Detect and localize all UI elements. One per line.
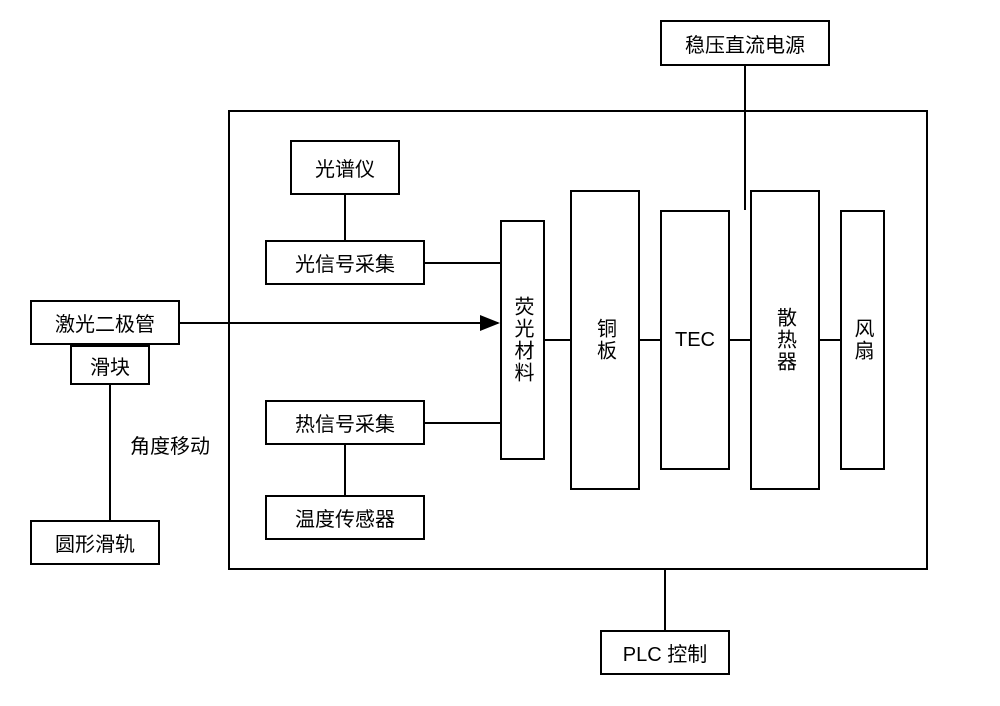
spectrometer-box: 光谱仪 bbox=[290, 140, 400, 195]
circular-rail-label: 圆形滑轨 bbox=[55, 528, 135, 557]
power-supply-label: 稳压直流电源 bbox=[685, 29, 805, 58]
fan-box: 风扇 bbox=[840, 210, 885, 470]
power-supply-box: 稳压直流电源 bbox=[660, 20, 830, 66]
slider-box: 滑块 bbox=[70, 345, 150, 385]
heat-collect-box: 热信号采集 bbox=[265, 400, 425, 445]
plc-control-label: PLC 控制 bbox=[623, 638, 707, 667]
spectrometer-label: 光谱仪 bbox=[315, 153, 375, 182]
light-collect-label: 光信号采集 bbox=[295, 248, 395, 277]
temp-sensor-box: 温度传感器 bbox=[265, 495, 425, 540]
circular-rail-box: 圆形滑轨 bbox=[30, 520, 160, 565]
angle-move-label: 角度移动 bbox=[130, 430, 210, 459]
fluor-material-label: 荧光材料 bbox=[508, 296, 537, 384]
heat-collect-label: 热信号采集 bbox=[295, 408, 395, 437]
temp-sensor-label: 温度传感器 bbox=[295, 503, 395, 532]
tec-label: TEC bbox=[675, 329, 715, 352]
light-collect-box: 光信号采集 bbox=[265, 240, 425, 285]
slider-label: 滑块 bbox=[90, 351, 130, 380]
copper-plate-label: 铜板 bbox=[591, 318, 620, 362]
heatsink-label: 散热器 bbox=[771, 307, 800, 373]
heatsink-box: 散热器 bbox=[750, 190, 820, 490]
copper-plate-box: 铜板 bbox=[570, 190, 640, 490]
laser-diode-label: 激光二极管 bbox=[55, 308, 155, 337]
laser-diode-box: 激光二极管 bbox=[30, 300, 180, 345]
diagram-canvas: 稳压直流电源 光谱仪 光信号采集 热信号采集 温度传感器 荧光材料 铜板 TEC… bbox=[0, 0, 1000, 706]
fluor-material-box: 荧光材料 bbox=[500, 220, 545, 460]
tec-box: TEC bbox=[660, 210, 730, 470]
plc-control-box: PLC 控制 bbox=[600, 630, 730, 675]
fan-label: 风扇 bbox=[848, 318, 877, 362]
